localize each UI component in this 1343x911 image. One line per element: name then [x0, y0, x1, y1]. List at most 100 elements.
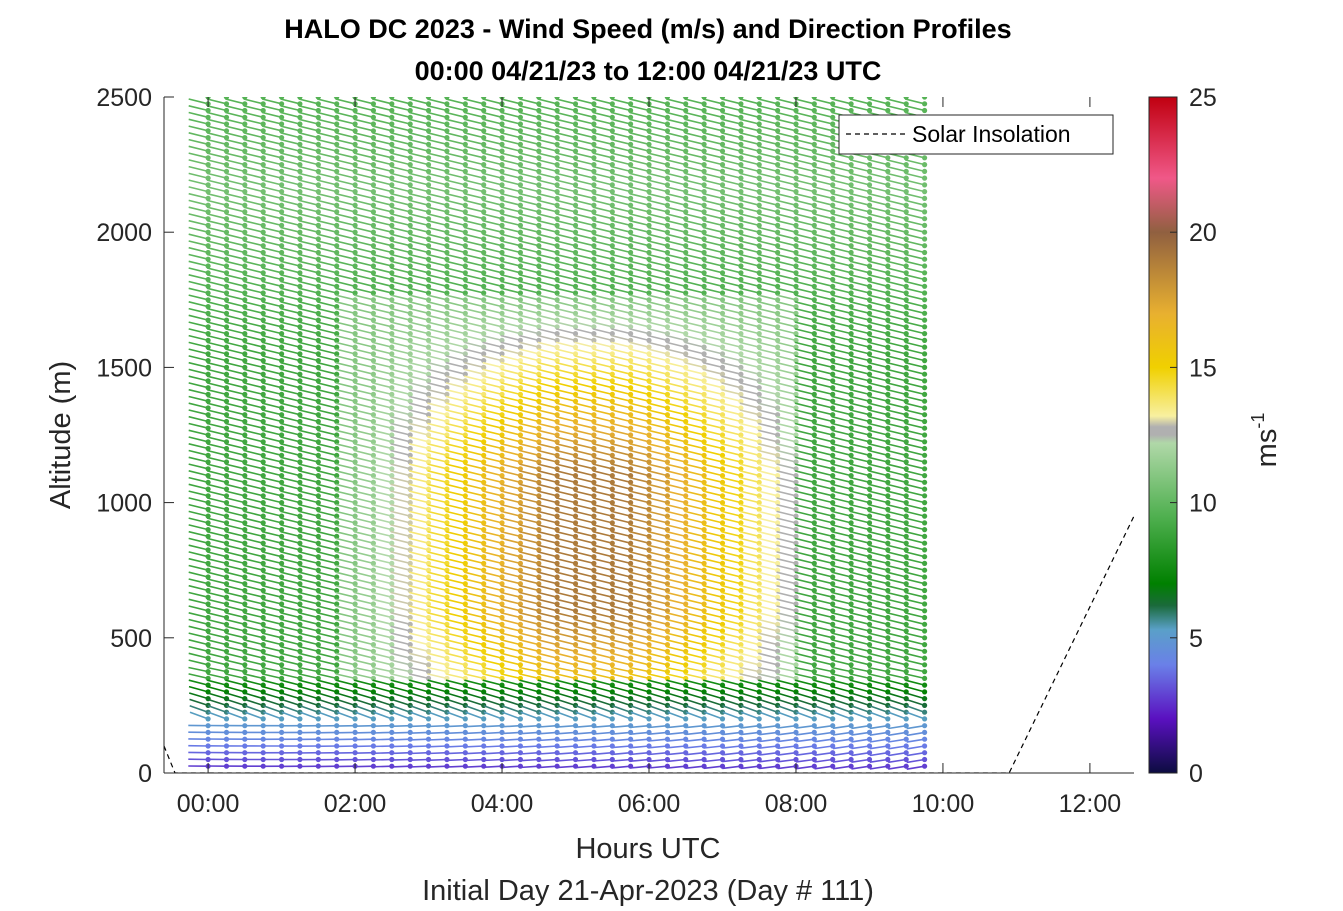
wind-barb-point — [205, 141, 211, 147]
wind-barb-staff — [317, 388, 337, 396]
wind-barb-point — [205, 324, 211, 330]
wind-barb-point — [279, 385, 285, 391]
wind-barb-point — [352, 675, 358, 682]
wind-barb-point — [279, 222, 285, 228]
wind-barb-point — [223, 189, 230, 195]
wind-barb-staff — [280, 382, 301, 389]
wind-barb-staff — [206, 138, 227, 146]
wind-barb-staff — [317, 382, 337, 389]
wind-barb-staff — [445, 731, 466, 735]
wind-barb-staff — [243, 321, 264, 328]
wind-barb-point — [205, 452, 211, 458]
wind-barb-staff — [280, 321, 301, 328]
wind-barb-staff — [206, 348, 227, 355]
wind-barb-staff — [298, 584, 319, 592]
wind-barb-point — [279, 141, 285, 147]
wind-barb-staff — [280, 361, 301, 369]
wind-barb-point — [260, 222, 266, 228]
wind-barb-point — [260, 148, 266, 154]
wind-barb-point — [242, 297, 248, 303]
wind-barb-point — [315, 101, 321, 107]
wind-barb-staff — [280, 551, 301, 558]
wind-barb-staff — [317, 463, 337, 470]
wind-barb-point — [334, 405, 340, 411]
wind-barb-staff — [243, 314, 264, 321]
wind-barb-point — [334, 202, 340, 208]
wind-barb-point — [260, 669, 266, 675]
wind-barb-staff — [206, 159, 227, 166]
wind-barb-point — [297, 331, 303, 337]
wind-barb-staff — [225, 307, 245, 315]
wind-barb-point — [223, 493, 230, 499]
wind-barb-staff — [280, 395, 301, 402]
wind-barb-staff — [243, 537, 264, 544]
wind-barb-staff — [243, 98, 264, 105]
wind-barb-point — [242, 371, 248, 377]
wind-barb-point — [609, 662, 615, 668]
wind-barb-staff — [262, 705, 282, 713]
wind-barb-point — [370, 716, 376, 722]
wind-barb-point — [279, 209, 285, 215]
wind-barb-staff — [298, 314, 319, 321]
wind-barb-point — [334, 155, 340, 161]
wind-barb-point — [481, 662, 487, 668]
wind-barb-point — [223, 716, 230, 722]
wind-barb-staff — [317, 571, 337, 578]
wind-barb-staff — [262, 226, 282, 233]
wind-barb-point — [334, 148, 340, 154]
wind-barb-point — [260, 290, 266, 296]
wind-barb-point — [205, 459, 211, 465]
wind-barb-point — [334, 560, 340, 567]
wind-barb-point — [260, 418, 266, 425]
wind-barb-point — [223, 709, 230, 715]
wind-barb-staff — [243, 578, 264, 585]
wind-barb-staff — [225, 287, 245, 294]
wind-barb-staff — [225, 463, 245, 470]
wind-barb-point — [279, 378, 285, 384]
wind-barb-point — [260, 364, 266, 370]
wind-barb-point — [334, 121, 340, 127]
wind-barb-point — [297, 310, 303, 316]
wind-barb-point — [260, 648, 266, 654]
wind-barb-staff — [317, 436, 337, 443]
wind-barb-staff — [317, 497, 337, 504]
wind-barb-point — [334, 189, 340, 195]
wind-barb-point — [279, 337, 285, 343]
wind-barb-staff — [243, 659, 264, 666]
wind-barb-point — [205, 405, 211, 411]
wind-barb-point — [315, 358, 321, 364]
wind-barb-staff — [299, 705, 319, 713]
wind-barb-point — [315, 236, 321, 242]
wind-barb-point — [205, 716, 211, 722]
wind-barb-point — [315, 107, 321, 114]
wind-barb-staff — [281, 711, 301, 720]
wind-barb-point — [315, 608, 321, 614]
wind-barb-staff — [280, 422, 301, 429]
wind-barb-point — [315, 276, 321, 283]
wind-barb-staff — [225, 409, 245, 416]
wind-barb-point — [334, 540, 340, 546]
wind-barb-point — [242, 560, 248, 567]
wind-barb-staff — [317, 698, 337, 707]
wind-barb-point — [279, 290, 285, 296]
wind-barb-staff — [372, 745, 392, 748]
wind-barb-point — [223, 574, 230, 580]
wind-barb-staff — [262, 294, 282, 301]
wind-barb-point — [334, 459, 340, 465]
wind-barb-staff — [188, 145, 209, 152]
wind-barb-point — [242, 614, 248, 621]
wind-barb-point — [242, 527, 248, 533]
wind-barb-point — [260, 344, 266, 350]
wind-barb-point — [297, 243, 303, 249]
wind-barb-staff — [243, 253, 264, 260]
wind-barb-point — [297, 567, 303, 573]
wind-barb-staff — [299, 711, 319, 720]
wind-barb-point — [297, 655, 303, 661]
wind-barb-point — [205, 493, 211, 499]
wind-barb-staff — [243, 125, 264, 132]
wind-barb-point — [444, 716, 450, 722]
wind-barb-staff — [206, 246, 227, 254]
wind-barb-staff — [317, 328, 337, 335]
wind-barb-point — [242, 331, 248, 337]
wind-barb-point — [260, 398, 266, 404]
